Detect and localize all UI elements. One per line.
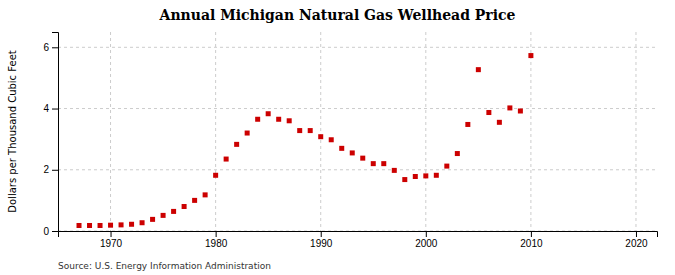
x-tick-label: 2010 [520,238,543,249]
point [140,220,145,225]
point [339,146,344,151]
grid-line [58,47,657,48]
x-tick-mark [111,231,112,237]
x-tick-label: 1980 [205,238,228,249]
point [528,53,533,58]
point [213,173,218,178]
y-tick-label: 0 [43,226,49,237]
point [98,223,103,228]
grid-line [635,32,636,231]
point [392,168,397,173]
point [119,222,124,227]
x-tick: 2020 [625,231,648,249]
point [371,161,376,166]
y-axis-line [52,33,59,232]
point [255,117,260,122]
x-tick-label: 2020 [625,238,648,249]
grid-line [215,32,216,231]
plot: 1970 1980 1990 2000 2010 2020 0 2 4 6 [43,32,657,249]
grid-line [58,108,657,109]
point [171,209,176,214]
point [423,173,428,178]
x-tick: 1990 [310,231,333,249]
point [192,198,197,203]
grid-line [58,169,657,170]
y-tick-label: 2 [43,164,49,175]
point [308,128,313,133]
x-tick-mark [636,231,637,237]
point [476,67,481,72]
y-tick: 2 [43,164,58,175]
y-axis-title: Dollars per Thousand Cubic Feet [7,50,18,213]
point [329,137,334,142]
x-tick: 2010 [520,231,543,249]
point [161,213,166,218]
point [350,150,355,155]
y-tick: 4 [43,103,58,114]
point [245,131,250,136]
y-axis: 0 2 4 6 [43,33,58,237]
x-tick: 2000 [415,231,438,249]
point [381,161,386,166]
x-tick-mark [531,231,532,237]
point [150,217,155,222]
point [297,128,302,133]
point [108,223,113,228]
grid-line [425,32,426,231]
x-tick-label: 2000 [415,238,438,249]
x-tick-mark [216,231,217,237]
x-tick-mark [321,231,322,237]
grid-line [530,32,531,231]
point [434,173,439,178]
x-tick-label: 1990 [310,238,333,249]
y-tick-mark [52,109,58,110]
point [444,164,449,169]
y-tick-mark [52,47,58,48]
point [486,110,491,115]
points [77,53,534,228]
y-tick: 0 [43,226,58,237]
x-tick-label: 1970 [100,238,123,249]
title: Annual Michigan Natural Gas Wellhead Pri… [159,7,516,23]
x-tick: 1980 [205,231,228,249]
grid [58,32,657,231]
point [402,177,407,182]
point [318,134,323,139]
point [287,118,292,123]
point [413,174,418,179]
y-tick-label: 4 [43,103,49,114]
chart: 1970 1980 1990 2000 2010 2020 0 2 4 6 Annual Michi… [0,0,675,275]
point [507,105,512,110]
x-axis-line [59,232,658,238]
y-tick-label: 6 [43,42,49,53]
point [455,151,460,156]
point [87,223,92,228]
y-tick-mark [52,231,58,232]
source: Source: U.S. Energy Information Administ… [58,261,271,271]
x-tick-mark [426,231,427,237]
point [77,223,82,228]
point [182,204,187,209]
point [497,120,502,125]
x-axis: 1970 1980 1990 2000 2010 2020 [59,231,658,249]
point [518,108,523,113]
point [465,122,470,127]
x-tick: 1970 [100,231,123,249]
point [266,111,271,116]
point [203,192,208,197]
y-tick: 6 [43,42,58,53]
grid-line [320,32,321,231]
point [224,157,229,162]
y-tick-mark [52,170,58,171]
point [234,142,239,147]
point [276,117,281,122]
point [129,222,134,227]
grid-line [110,32,111,231]
point [360,156,365,161]
